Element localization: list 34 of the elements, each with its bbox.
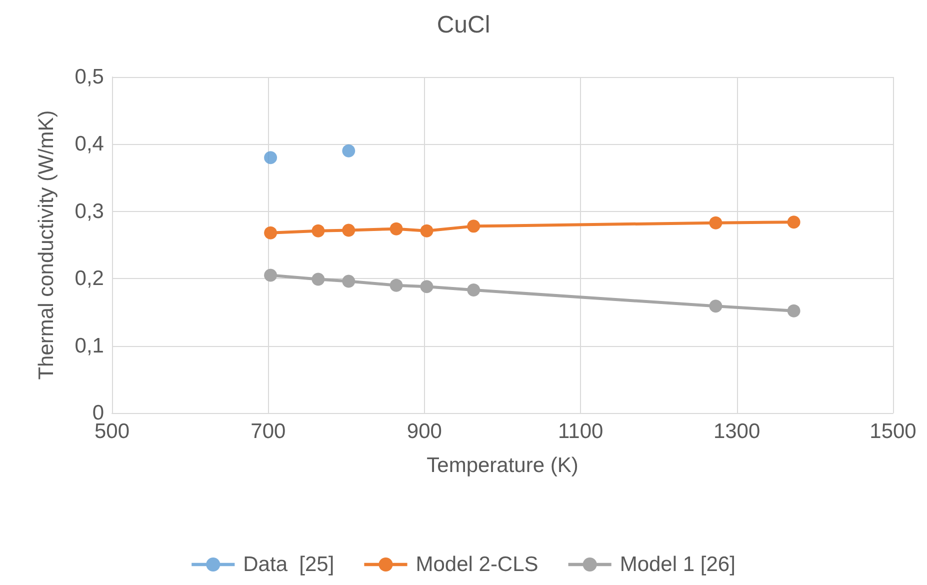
legend-label: Data [25] — [243, 553, 334, 576]
point — [312, 224, 325, 238]
point — [264, 226, 278, 240]
point — [342, 224, 356, 237]
point — [467, 220, 480, 233]
legend-label: Model 2-CLS — [416, 553, 538, 576]
x-tick-label: 700 — [250, 420, 286, 443]
point — [709, 300, 722, 313]
x-tick-label: 1100 — [558, 420, 604, 443]
y-tick-label: 0,1 — [74, 334, 104, 358]
point — [787, 216, 800, 229]
point — [312, 272, 325, 286]
point — [342, 274, 356, 288]
y-tick-label: 0,2 — [74, 267, 104, 290]
chart-title: CuCl — [436, 12, 490, 38]
y-tick-label: 0,3 — [74, 200, 104, 223]
point — [467, 284, 480, 297]
x-axis-title: Temperature (K) — [426, 454, 578, 477]
point — [709, 216, 722, 230]
point — [787, 304, 800, 318]
y-axis-title: Thermal conductivity (W/mK) — [35, 110, 58, 380]
x-tick-label: 1500 — [870, 420, 916, 443]
y-tick-label: 0,4 — [74, 132, 104, 156]
x-tick-label: 1300 — [713, 420, 760, 443]
point — [390, 278, 403, 292]
point — [420, 280, 434, 294]
point — [264, 268, 278, 282]
y-tick-label: 0,5 — [74, 66, 104, 88]
point — [264, 151, 278, 164]
x-tick-label: 900 — [406, 420, 442, 443]
point — [342, 144, 356, 158]
legend-label: Model 1 [26] — [620, 553, 736, 576]
point — [420, 224, 434, 238]
point — [390, 222, 403, 236]
